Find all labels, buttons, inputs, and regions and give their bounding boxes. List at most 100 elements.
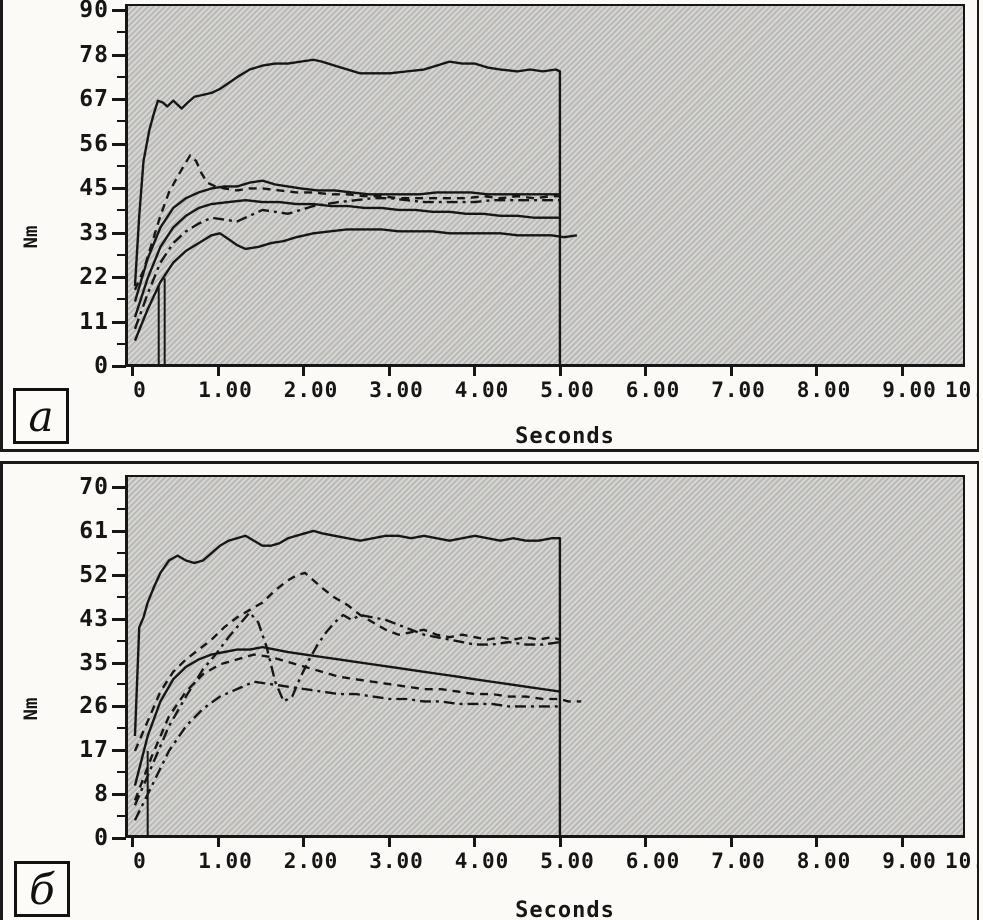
y-tick-major bbox=[112, 573, 126, 577]
curve-trial-3-dip bbox=[133, 611, 561, 806]
y-tick-minor bbox=[117, 815, 126, 818]
x-tick-major bbox=[302, 838, 305, 847]
chart-panel-b: 70 61 52 43 35 26 17 8 0 0 1.00 2.00 3.00 4.00 5.00 6.0… bbox=[0, 461, 979, 920]
y-tick-label: 78 bbox=[79, 41, 109, 68]
curve-trial-4 bbox=[133, 199, 560, 318]
x-tick-label: 3.00 bbox=[369, 378, 424, 402]
y-tick-minor bbox=[117, 120, 126, 123]
y-tick-minor bbox=[117, 298, 126, 301]
y-tick-minor bbox=[117, 551, 126, 554]
curve-trial-3 bbox=[133, 179, 560, 302]
x-tick-major bbox=[131, 367, 134, 376]
y-tick-major bbox=[112, 9, 126, 12]
x-tick-label: 3.00 bbox=[369, 849, 424, 873]
y-tick-major bbox=[112, 53, 126, 57]
x-tick-label: 6.00 bbox=[625, 378, 681, 402]
x-tick-major bbox=[558, 367, 562, 376]
y-tick-label: 56 bbox=[79, 130, 109, 157]
y-tick-major bbox=[112, 486, 126, 489]
x-tick-label: 8.00 bbox=[796, 378, 852, 402]
y-tick-minor bbox=[117, 727, 126, 730]
x-tick-major bbox=[900, 838, 904, 847]
x-tick-label: 10. bbox=[945, 849, 977, 873]
x-tick-major bbox=[387, 838, 391, 847]
panel-letter: a bbox=[28, 391, 54, 441]
y-tick-major bbox=[112, 231, 126, 235]
plot-area-b bbox=[125, 475, 965, 838]
curve-trial-6-low bbox=[133, 680, 560, 821]
x-tick-major bbox=[815, 367, 818, 376]
x-axis-title: Seconds bbox=[515, 898, 615, 920]
x-tick-major bbox=[558, 838, 562, 847]
y-tick-label: 0 bbox=[94, 825, 109, 851]
x-tick-label: 9.00 bbox=[882, 378, 937, 402]
y-tick-label: 0 bbox=[94, 353, 109, 379]
torque-curves-b bbox=[133, 529, 582, 835]
y-tick-label: 45 bbox=[79, 175, 109, 201]
x-tick-major bbox=[302, 367, 305, 376]
x-tick-label: 9.00 bbox=[882, 849, 937, 873]
y-tick-label: 17 bbox=[79, 737, 109, 764]
x-tick-label: 8.00 bbox=[796, 849, 852, 873]
y-tick-major bbox=[112, 142, 126, 146]
x-tick-label: 4.00 bbox=[454, 849, 510, 873]
y-tick-label: 70 bbox=[79, 474, 109, 500]
y-tick-minor bbox=[117, 683, 126, 686]
x-tick-label: 0 bbox=[133, 849, 147, 873]
x-tick-label: 2.00 bbox=[283, 378, 339, 402]
y-tick-label: 33 bbox=[79, 219, 109, 246]
x-tick-label: 4.00 bbox=[454, 378, 510, 402]
x-tick-label: 0 bbox=[133, 378, 147, 402]
y-tick-label: 67 bbox=[79, 86, 109, 112]
y-tick-minor bbox=[117, 253, 126, 256]
y-tick-minor bbox=[117, 164, 126, 167]
x-tick-label: 7.00 bbox=[711, 378, 766, 402]
x-tick-major bbox=[216, 367, 220, 376]
x-tick-major bbox=[131, 838, 134, 847]
y-tick-minor bbox=[117, 595, 126, 598]
chart-panel-a: 90 78 67 56 45 33 22 11 0 0 1.00 2.00 3.00 4.00 5.00 6.… bbox=[0, 0, 979, 452]
y-tick-major bbox=[112, 320, 126, 324]
curve-trial-5 bbox=[133, 197, 560, 330]
y-tick-minor bbox=[117, 209, 126, 212]
y-tick-label: 43 bbox=[79, 605, 109, 632]
x-tick-label: 5.00 bbox=[540, 378, 595, 402]
y-tick-label: 90 bbox=[79, 0, 109, 23]
curve-trial-1-top bbox=[133, 529, 562, 835]
x-tick-major bbox=[473, 367, 476, 376]
y-tick-major bbox=[112, 365, 126, 368]
y-tick-major bbox=[112, 661, 126, 665]
y-tick-minor bbox=[117, 31, 126, 34]
curve-trial-4 bbox=[133, 645, 561, 786]
x-tick-major bbox=[815, 838, 818, 847]
panel-letter-box-a: a bbox=[13, 388, 69, 444]
curve-trial-6-low bbox=[133, 228, 578, 342]
x-tick-label: 7.00 bbox=[711, 849, 766, 873]
x-tick-major bbox=[644, 367, 647, 376]
y-tick-minor bbox=[117, 342, 126, 345]
x-tick-label: 2.00 bbox=[283, 849, 339, 873]
x-tick-label: 10. bbox=[945, 378, 977, 402]
curve-trial-5 bbox=[133, 653, 582, 801]
y-tick-minor bbox=[117, 507, 126, 510]
y-axis-title: Nm bbox=[20, 697, 42, 721]
x-axis-title: Seconds bbox=[515, 424, 615, 449]
y-tick-minor bbox=[117, 771, 126, 774]
y-tick-major bbox=[112, 749, 126, 753]
x-tick-major bbox=[473, 838, 476, 847]
curve-trial-1-top bbox=[133, 58, 562, 364]
x-tick-major bbox=[729, 838, 733, 847]
y-tick-label: 52 bbox=[79, 561, 109, 588]
y-tick-major bbox=[112, 837, 126, 840]
y-tick-label: 11 bbox=[79, 308, 109, 335]
x-tick-major bbox=[216, 838, 220, 847]
x-tick-label: 1.00 bbox=[198, 849, 253, 873]
x-tick-major bbox=[729, 367, 733, 376]
x-tick-major bbox=[644, 838, 647, 847]
y-tick-label: 22 bbox=[79, 264, 109, 290]
panel-letter: б bbox=[29, 864, 55, 914]
y-tick-label: 35 bbox=[79, 649, 109, 676]
y-tick-label: 61 bbox=[79, 517, 109, 544]
y-tick-major bbox=[112, 705, 126, 709]
x-tick-major bbox=[900, 367, 904, 376]
